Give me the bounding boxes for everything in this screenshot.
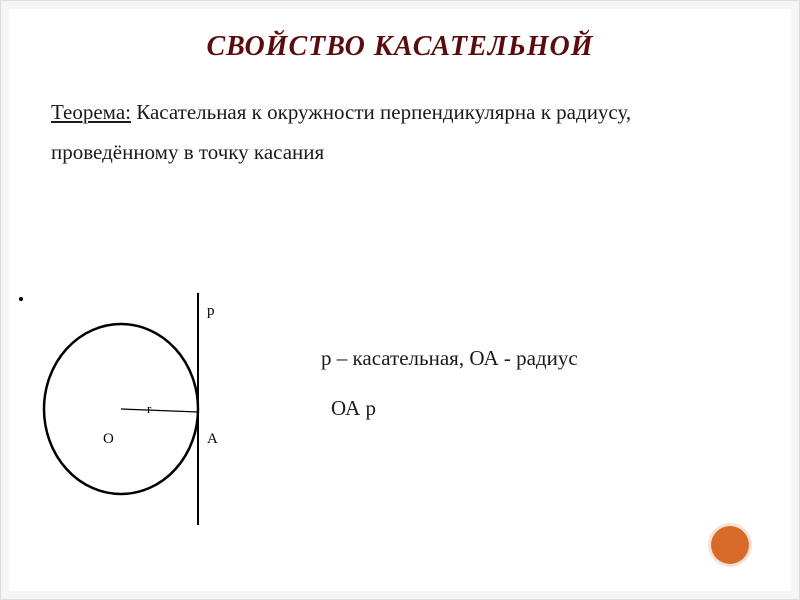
label-O: О: [103, 431, 114, 448]
label-r: r: [147, 401, 151, 417]
diagram: р О А r: [21, 281, 241, 541]
frame-left: [1, 1, 9, 599]
theorem-label: Теорема:: [51, 100, 131, 124]
slide-title: СВОЙСТВО КАСАТЕЛЬНОЙ: [1, 31, 799, 63]
note-line1: р – касательная, ОА - радиус: [321, 346, 578, 371]
decoration-dot-icon: [711, 526, 749, 564]
theorem-body: Касательная к окружности перпендикулярна…: [51, 100, 631, 164]
frame-right: [791, 1, 799, 599]
note-line2: ОА р: [331, 396, 376, 421]
frame-top: [1, 1, 799, 9]
radius-line: [121, 409, 198, 412]
frame-bottom: [1, 591, 799, 599]
diagram-svg: [21, 281, 241, 541]
label-p: р: [207, 303, 215, 320]
label-A: А: [207, 431, 218, 448]
theorem-text: Теорема: Касательная к окружности перпен…: [1, 93, 799, 173]
